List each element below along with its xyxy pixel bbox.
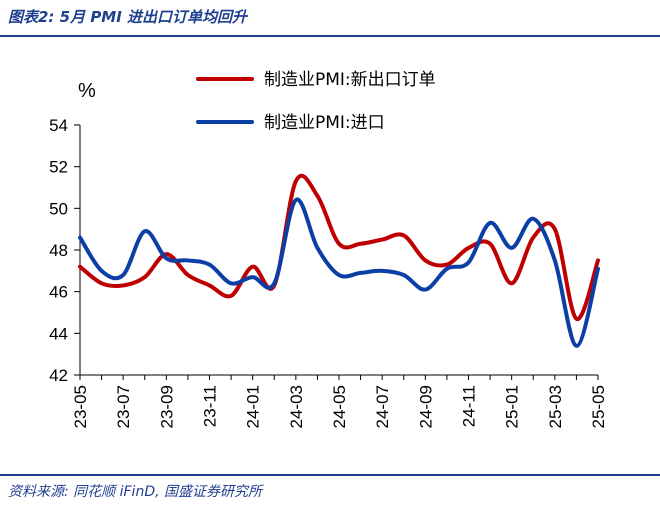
x-tick-label: 24-07 <box>373 385 392 428</box>
y-tick-label: 46 <box>49 283 68 302</box>
title-divider <box>0 35 660 37</box>
x-tick-label: 25-05 <box>589 385 608 428</box>
source-note: 资料来源: 同花顺 iFinD, 国盛证券研究所 <box>8 484 263 500</box>
y-tick-label: 42 <box>49 366 68 385</box>
x-tick-label: 24-01 <box>244 385 263 428</box>
series-line-imports <box>78 197 600 348</box>
legend: 制造业PMI:新出口订单 制造业PMI:进口 <box>196 70 436 133</box>
chart-axes <box>79 125 598 376</box>
series-line-export-orders <box>78 173 600 321</box>
x-tick-label: 24-05 <box>330 385 349 428</box>
y-tick-label: 50 <box>49 199 68 218</box>
x-tick-label: 25-03 <box>546 385 565 428</box>
x-tick-label: 24-09 <box>416 385 435 428</box>
legend-label-imports: 制造业PMI:进口 <box>264 113 385 133</box>
y-tick-label: 52 <box>49 158 68 177</box>
x-tick-label: 24-03 <box>287 385 306 428</box>
x-tick-label: 23-05 <box>71 385 90 428</box>
y-ticks: 42 44 46 48 50 52 54 <box>49 116 80 385</box>
figure-title: 图表2: 5月 PMI 进出口订单均回升 <box>8 8 248 26</box>
x-tick-label: 23-09 <box>157 385 176 428</box>
x-ticks: 23-05 23-07 23-09 23-11 24-01 24-03 24-05 24-07… <box>71 375 608 428</box>
source-divider <box>0 474 660 476</box>
x-tick-label: 23-11 <box>201 385 220 427</box>
y-tick-label: 54 <box>49 116 68 135</box>
y-tick-label: 44 <box>49 324 68 343</box>
series-lines <box>78 173 600 348</box>
y-tick-label: 48 <box>49 241 68 260</box>
y-axis-unit-label: % <box>78 80 96 102</box>
line-chart: 42 44 46 48 50 52 54 23-05 23-07 23-09 23-11 24-01… <box>49 70 608 428</box>
legend-label-export-orders: 制造业PMI:新出口订单 <box>264 70 436 90</box>
x-tick-label: 23-07 <box>114 385 133 428</box>
x-tick-label: 24-11 <box>460 385 479 427</box>
x-tick-label: 25-01 <box>503 385 522 428</box>
